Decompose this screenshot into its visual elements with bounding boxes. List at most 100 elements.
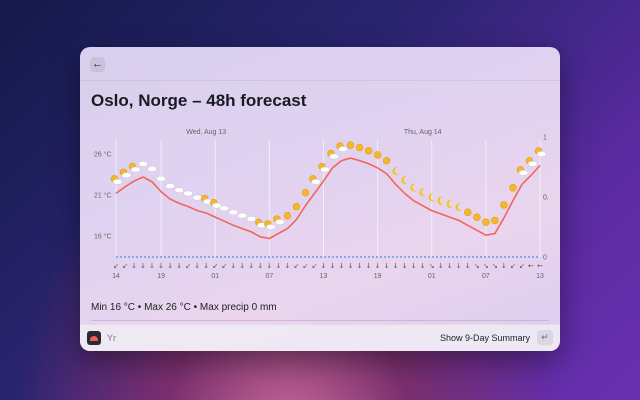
wind-arrow: ↘ (483, 262, 489, 270)
y-tick-label: 21 °C (94, 192, 112, 200)
wind-arrow: ↙ (293, 262, 299, 270)
wind-arrow: ↓ (384, 262, 390, 270)
wind-arrow: ↓ (239, 262, 245, 270)
wind-arrow: ↙ (519, 262, 525, 270)
sun-icon (464, 208, 472, 217)
wind-arrow: ↓ (438, 262, 444, 270)
temperature-line (115, 157, 541, 240)
sun-icon (473, 213, 481, 221)
sun-icon (364, 147, 373, 155)
sun-icon (500, 201, 508, 209)
cloud-icon (275, 219, 285, 225)
x-tick-label: 19 (374, 273, 382, 280)
wind-arrow: ↓ (330, 262, 336, 270)
forecast-summary: Min 16 °C • Max 26 °C • Max precip 0 mm (91, 302, 277, 313)
cloud-icon (320, 166, 330, 173)
sun-icon (301, 188, 310, 197)
cloud-icon (138, 161, 148, 167)
x-tick-label: 07 (265, 273, 273, 280)
right-axis-label: 0. (543, 195, 549, 202)
day-label: Wed, Aug 13 (186, 129, 226, 136)
page-title: Oslo, Norge – 48h forecast (91, 91, 307, 110)
wind-arrow: ↓ (402, 262, 408, 270)
x-tick-label: 13 (536, 273, 544, 280)
moon-icon (410, 183, 417, 192)
yr-app-icon (87, 331, 101, 345)
wind-arrow: ↓ (140, 262, 146, 270)
sun-icon (346, 141, 355, 149)
x-tick-label: 13 (320, 273, 328, 280)
wind-arrow: ↓ (158, 262, 164, 270)
wind-arrow: ← (537, 262, 543, 270)
right-axis-label: 0 (543, 255, 547, 262)
wind-arrow: ↓ (176, 262, 182, 270)
wind-arrow: ↓ (375, 262, 381, 270)
cloud-icon (147, 166, 157, 172)
wind-arrow: ↓ (284, 262, 290, 270)
wind-arrow: ↓ (411, 262, 417, 270)
moon-icon (455, 203, 462, 212)
back-button[interactable]: ← (90, 57, 105, 72)
top-bar (80, 47, 560, 81)
app-name: Yr (107, 333, 116, 343)
wind-arrow: ↙ (303, 262, 309, 270)
moon-icon (419, 188, 426, 197)
wind-arrow: ↓ (167, 262, 173, 270)
x-tick-label: 14 (112, 273, 120, 280)
y-tick-label: 16 °C (94, 233, 112, 241)
right-axis-label: 1 (543, 135, 547, 142)
wind-arrow: ↓ (339, 262, 345, 270)
wind-arrow: ↓ (230, 262, 236, 270)
wind-arrow: ↓ (501, 262, 507, 270)
wind-arrow: ↘ (492, 262, 498, 270)
cloud-icon (266, 224, 276, 230)
wind-arrow: ↓ (131, 262, 137, 270)
day-label: Thu, Aug 14 (404, 129, 442, 136)
cloud-icon (329, 153, 339, 160)
x-tick-label: 07 (482, 273, 490, 280)
sun-icon (283, 211, 292, 220)
wind-arrow: ↓ (456, 262, 462, 270)
x-tick-label: 19 (157, 273, 165, 280)
x-tick-label: 01 (211, 273, 219, 280)
forecast-window: ← Oslo, Norge – 48h forecast 14 19 01 07 13 1… (80, 47, 560, 351)
wind-arrow: ↙ (113, 262, 119, 270)
wind-arrow: ↓ (194, 262, 200, 270)
cloud-icon (228, 209, 239, 216)
show-9-day-summary-button[interactable]: Show 9-Day Summary (439, 333, 530, 343)
sun-icon (509, 184, 517, 192)
wind-arrow: ↙ (185, 262, 191, 270)
wind-arrow: ↓ (275, 262, 281, 270)
enter-key-icon[interactable]: ↵ (537, 330, 553, 345)
cloud-icon (211, 202, 222, 209)
wind-arrow: ↓ (357, 262, 363, 270)
wind-arrow: ↙ (312, 262, 318, 270)
action-bar: Yr Show 9-Day Summary ↵ (80, 324, 560, 351)
cloud-icon (219, 205, 230, 212)
cloud-icon (174, 187, 184, 194)
wind-arrow: ↓ (321, 262, 327, 270)
y-tick-label: 26 °C (94, 151, 112, 159)
cloud-icon (130, 166, 141, 173)
cloud-icon (246, 216, 257, 222)
wind-arrow: ↓ (447, 262, 453, 270)
wind-arrow: ↓ (465, 262, 471, 270)
cloud-icon (527, 160, 538, 167)
x-tick-label: 01 (428, 273, 436, 280)
sun-icon (491, 216, 499, 225)
wind-arrow: ↓ (348, 262, 354, 270)
cloud-icon (518, 169, 529, 176)
wind-arrow: ↙ (510, 262, 516, 270)
moon-icon (392, 167, 399, 176)
wind-arrow: ↙ (122, 262, 128, 270)
cloud-icon (311, 179, 321, 185)
divider (91, 320, 549, 321)
sun-icon (382, 156, 391, 165)
wind-arrow: ↓ (149, 262, 155, 270)
moon-icon (401, 176, 408, 185)
cloud-icon (156, 175, 166, 182)
sun-icon (292, 202, 301, 211)
wind-arrow: ↘ (429, 262, 435, 270)
cloud-icon (183, 190, 193, 197)
cloud-icon (165, 183, 175, 189)
